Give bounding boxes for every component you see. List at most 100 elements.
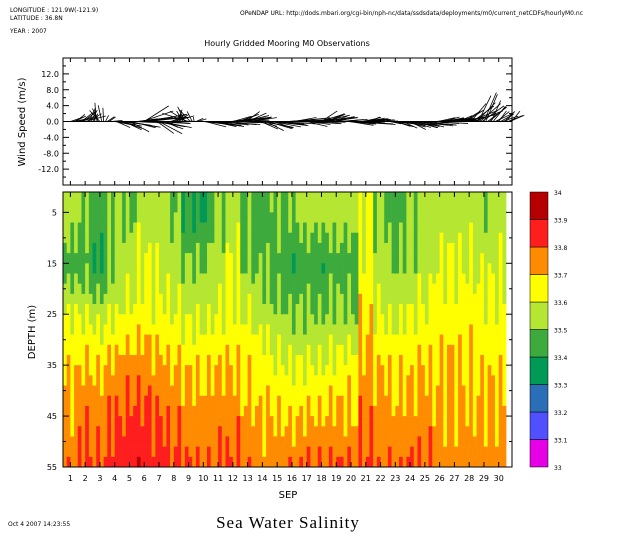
- salinity-cell: [476, 253, 481, 264]
- salinity-cell: [495, 395, 500, 407]
- salinity-cell: [483, 242, 488, 254]
- salinity-cell: [269, 456, 274, 468]
- salinity-cell: [133, 375, 138, 386]
- wind-sticks: [70, 92, 525, 135]
- salinity-cell: [410, 304, 415, 315]
- salinity-cell: [369, 324, 374, 335]
- salinity-cell: [336, 273, 341, 284]
- salinity-cell: [480, 354, 485, 366]
- salinity-cell: [380, 283, 385, 295]
- salinity-cell: [74, 426, 79, 437]
- salinity-cell: [369, 385, 374, 397]
- salinity-cell: [288, 446, 293, 458]
- salinity-cell: [413, 324, 418, 335]
- salinity-cell: [280, 273, 285, 284]
- salinity-cell: [269, 222, 274, 234]
- salinity-cell: [177, 242, 182, 254]
- salinity-cell: [247, 293, 252, 305]
- salinity-cell: [321, 293, 326, 305]
- salinity-cell: [162, 283, 167, 295]
- salinity-cell: [295, 334, 300, 346]
- salinity-cell: [258, 354, 263, 366]
- salinity-cell: [314, 263, 319, 274]
- salinity-cell: [96, 273, 101, 284]
- salinity-cell: [85, 212, 90, 223]
- wind-stick: [156, 121, 175, 134]
- salinity-cell: [336, 253, 341, 264]
- salinity-cell: [251, 293, 256, 305]
- salinity-cell: [339, 344, 344, 356]
- salinity-cell: [188, 375, 193, 386]
- salinity-cell: [262, 304, 267, 315]
- salinity-cell: [63, 446, 67, 458]
- salinity-cell: [155, 293, 160, 305]
- salinity-cell: [236, 334, 241, 346]
- salinity-cell: [118, 314, 123, 325]
- salinity-cell: [469, 456, 474, 468]
- salinity-cell: [188, 416, 193, 427]
- salinity-cell: [92, 405, 97, 417]
- salinity-cell: [306, 242, 311, 254]
- salinity-cell: [273, 212, 278, 223]
- salinity-cell: [439, 253, 444, 264]
- salinity-cell: [432, 416, 437, 427]
- wind-ytick-label: -12.0: [38, 165, 59, 174]
- salinity-cell: [225, 375, 230, 386]
- salinity-cell: [173, 456, 178, 468]
- salinity-cell: [472, 334, 477, 346]
- salinity-cell: [480, 263, 485, 274]
- salinity-cell: [439, 242, 444, 254]
- salinity-cell: [243, 405, 248, 417]
- salinity-cell: [266, 426, 271, 437]
- salinity-cell: [107, 212, 112, 223]
- salinity-cell: [450, 314, 455, 325]
- salinity-cell: [317, 253, 322, 264]
- salinity-cell: [284, 293, 289, 305]
- salinity-cell: [399, 283, 404, 295]
- salinity-cell: [413, 334, 418, 346]
- salinity-cell: [291, 192, 296, 203]
- salinity-cell: [328, 416, 333, 427]
- salinity-cell: [177, 405, 182, 417]
- salinity-cell: [85, 304, 90, 315]
- salinity-cell: [236, 192, 241, 203]
- salinity-cell: [63, 253, 67, 264]
- salinity-cell: [229, 395, 234, 407]
- salinity-cell: [417, 222, 422, 234]
- salinity-cell: [114, 253, 119, 264]
- salinity-cell: [369, 263, 374, 274]
- salinity-cell: [247, 446, 252, 458]
- salinity-cell: [125, 365, 130, 376]
- salinity-cell: [133, 456, 138, 468]
- salinity-cell: [147, 344, 152, 356]
- salinity-cell: [166, 222, 171, 234]
- salinity-cell: [151, 354, 156, 366]
- salinity-cell: [461, 273, 466, 284]
- salinity-cell: [321, 304, 326, 315]
- salinity-cell: [424, 344, 429, 356]
- salinity-cell: [236, 263, 241, 274]
- salinity-cell: [140, 202, 145, 213]
- salinity-cell: [351, 212, 356, 223]
- wind-stick: [81, 112, 93, 122]
- salinity-cell: [303, 405, 308, 417]
- salinity-cell: [387, 242, 392, 254]
- salinity-cell: [114, 232, 119, 244]
- salinity-cell: [92, 446, 97, 458]
- salinity-cell: [247, 426, 252, 437]
- salinity-cell: [432, 375, 437, 386]
- salinity-cell: [210, 416, 215, 427]
- salinity-cell: [384, 314, 389, 325]
- sep-xtick-label: 5: [127, 474, 132, 483]
- salinity-cell: [362, 456, 367, 468]
- salinity-cell: [118, 202, 123, 213]
- salinity-cell: [199, 354, 204, 366]
- salinity-cell: [465, 222, 470, 234]
- salinity-cell: [118, 405, 123, 417]
- salinity-cell: [255, 385, 259, 397]
- salinity-cell: [159, 324, 163, 335]
- salinity-cell: [77, 273, 82, 284]
- salinity-cell: [428, 416, 433, 427]
- salinity-cell: [450, 375, 455, 386]
- salinity-cell: [162, 273, 167, 284]
